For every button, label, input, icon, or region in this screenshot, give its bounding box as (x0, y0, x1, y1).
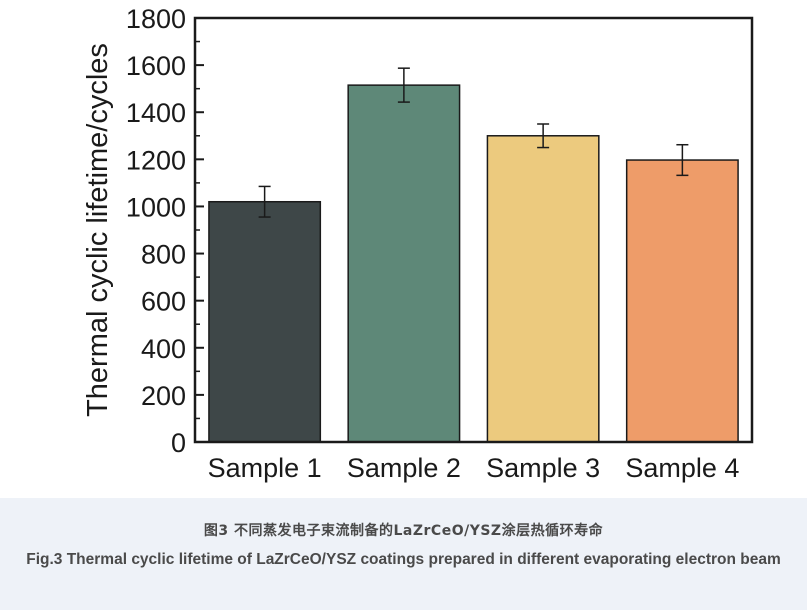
y-tick-label: 800 (141, 240, 186, 270)
bar-sample-3 (486, 135, 600, 443)
y-tick-label: 1400 (126, 98, 186, 128)
bar-chart: 0 200 400 600 800 1000 1200 1400 1600 1800 Sample… (82, 4, 754, 483)
x-tick-label: Sample 1 (208, 453, 322, 483)
bar-sample-2 (347, 84, 461, 443)
y-tick-label: 1000 (126, 192, 186, 222)
x-axis: Sample 1 Sample 2 Sample 3 Sample 4 (208, 453, 740, 483)
error-bars-layer (258, 67, 689, 218)
y-tick-label: 400 (141, 334, 186, 364)
error-bar-sample-4 (676, 143, 689, 177)
y-axis-label: Thermal cyclic lifetime/cycles (82, 43, 114, 417)
error-bar-sample-1 (258, 185, 271, 218)
y-tick-label: 1200 (126, 145, 186, 175)
error-bar-sample-2 (397, 67, 410, 103)
figure-caption: 图3 不同蒸发电子束流制备的LaZrCeO/YSZ涂层热循环寿命 Fig.3 T… (0, 498, 807, 610)
y-tick-label: 0 (171, 428, 186, 458)
caption-english: Fig.3 Thermal cyclic lifetime of LaZrCeO… (26, 551, 781, 568)
bar-sample-1 (208, 200, 322, 443)
y-tick-label: 600 (141, 287, 186, 317)
y-tick-label: 1800 (126, 4, 186, 34)
x-tick-label: Sample 3 (486, 453, 600, 483)
x-tick-label: Sample 2 (347, 453, 461, 483)
y-axis: 0 200 400 600 800 1000 1200 1400 1600 1800 (126, 4, 204, 458)
y-tick-label: 1600 (126, 51, 186, 81)
error-bar-sample-3 (537, 123, 550, 149)
figure-area: 0 200 400 600 800 1000 1200 1400 1600 1800 Sample… (82, 4, 754, 483)
bar-sample-4 (625, 159, 739, 443)
bars-layer (208, 84, 739, 443)
x-tick-label: Sample 4 (625, 453, 739, 483)
y-tick-label: 200 (141, 381, 186, 411)
caption-chinese: 图3 不同蒸发电子束流制备的LaZrCeO/YSZ涂层热循环寿命 (203, 523, 604, 539)
